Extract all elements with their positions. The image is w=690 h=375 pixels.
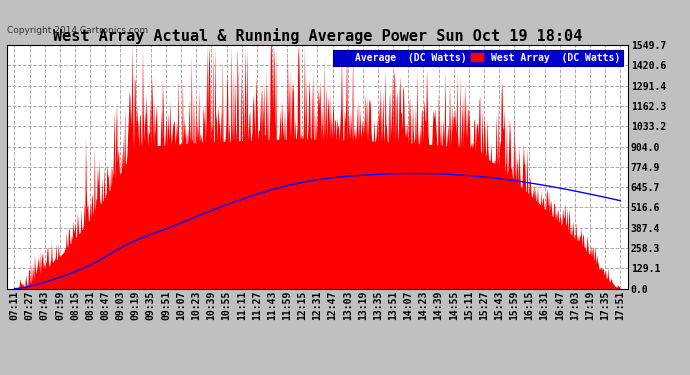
Legend: Average  (DC Watts), West Array  (DC Watts): Average (DC Watts), West Array (DC Watts… <box>333 50 623 66</box>
Text: Copyright 2014 Cartronics.com: Copyright 2014 Cartronics.com <box>7 26 148 35</box>
Title: West Array Actual & Running Average Power Sun Oct 19 18:04: West Array Actual & Running Average Powe… <box>52 28 582 44</box>
